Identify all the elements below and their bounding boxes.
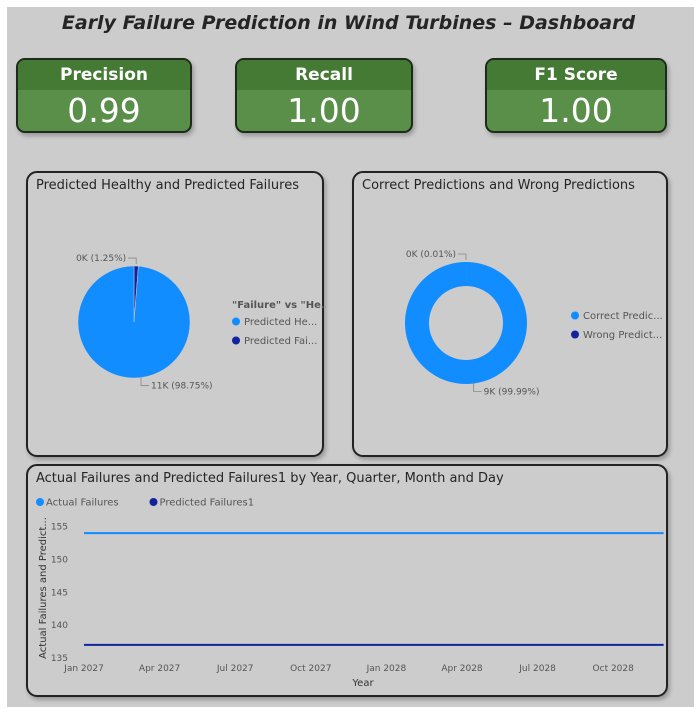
legend-entry: Wrong Predict... (583, 330, 662, 341)
data-label: 9K (99.99%) (484, 388, 540, 398)
data-label: 11K (98.75%) (151, 382, 213, 392)
pie-slice (77, 265, 191, 379)
x-tick-label: Apr 2027 (139, 664, 180, 674)
y-tick-label: 155 (51, 523, 68, 533)
kpi-card-f1-score[interactable]: F1 Score 1.00 (485, 58, 667, 133)
kpi-label-recall: Recall (237, 60, 411, 90)
legend-title: "Failure" vs "He... (232, 300, 326, 311)
y-tick-label: 135 (51, 654, 68, 664)
data-label: 0K (0.01%) (406, 250, 456, 260)
dashboard-title: Early Failure Prediction in Wind Turbine… (61, 12, 636, 34)
kpi-card-precision[interactable]: Precision 0.99 (16, 58, 192, 133)
line-chart-title: Actual Failures and Predicted Failures1 … (36, 471, 504, 486)
legend-entry: Predicted Fai... (244, 336, 317, 347)
legend-marker (571, 330, 579, 339)
kpi-label-precision: Precision (18, 60, 190, 90)
pie-chart-healthy-vs-failures: 0K (1.25%) 11K (98.75%) "Failure" vs "He..… (76, 254, 326, 392)
legend-entry: Actual Failures (46, 498, 119, 509)
legend-marker (36, 498, 44, 506)
leader-line (128, 257, 137, 265)
kpi-value-precision: 0.99 (67, 91, 141, 130)
pie-chart-title: Predicted Healthy and Predicted Failures (36, 178, 299, 193)
donut-chart-title: Correct Predictions and Wrong Prediction… (362, 178, 635, 193)
y-tick-label: 140 (51, 621, 68, 631)
y-tick-label: 150 (51, 555, 68, 565)
kpi-value-f1-score: 1.00 (539, 91, 613, 130)
x-tick-label: Jul 2027 (216, 664, 254, 674)
x-tick-label: Oct 2028 (593, 664, 635, 674)
donut-chart-correct-vs-wrong: 0K (0.01%) 9K (99.99%) Correct Predic... Wr… (404, 250, 663, 398)
kpi-card-recall[interactable]: Recall 1.00 (235, 58, 413, 133)
line-chart-failures-over-time: Actual Failures Predicted Failures1 135 140… (36, 498, 664, 689)
leader-line (140, 377, 150, 386)
pie-chart-card[interactable]: 0K (1.25%) 11K (98.75%) "Failure" vs "He..… (26, 171, 326, 457)
x-tick-label: Apr 2028 (441, 664, 483, 674)
leader-line (458, 253, 467, 260)
legend-marker (232, 317, 240, 326)
legend-marker (232, 336, 240, 345)
x-tick-label: Jul 2028 (518, 664, 556, 674)
data-label: 0K (1.25%) (76, 254, 126, 264)
y-axis-title: Actual Failures and Predict... (38, 517, 49, 659)
pie-slice (404, 262, 527, 384)
kpi-label-f1-score: F1 Score (487, 60, 665, 90)
x-tick-label: Jan 2027 (63, 664, 104, 674)
x-tick-label: Oct 2027 (290, 664, 331, 674)
x-tick-label: Jan 2028 (366, 664, 407, 674)
donut-chart-card[interactable]: 0K (0.01%) 9K (99.99%) Correct Predic... Wr… (352, 171, 668, 457)
line-chart-card[interactable]: Actual Failures Predicted Failures1 135 140… (26, 464, 668, 697)
legend-marker (149, 498, 158, 506)
kpi-value-recall: 1.00 (287, 91, 361, 130)
legend-entry: Predicted Failures1 (160, 498, 255, 509)
legend-entry: Predicted He... (244, 317, 317, 328)
leader-line (473, 383, 482, 392)
x-axis-title: Year (351, 678, 374, 689)
legend-entry: Correct Predic... (583, 311, 663, 322)
legend-marker (571, 311, 579, 320)
y-tick-label: 145 (51, 588, 68, 598)
